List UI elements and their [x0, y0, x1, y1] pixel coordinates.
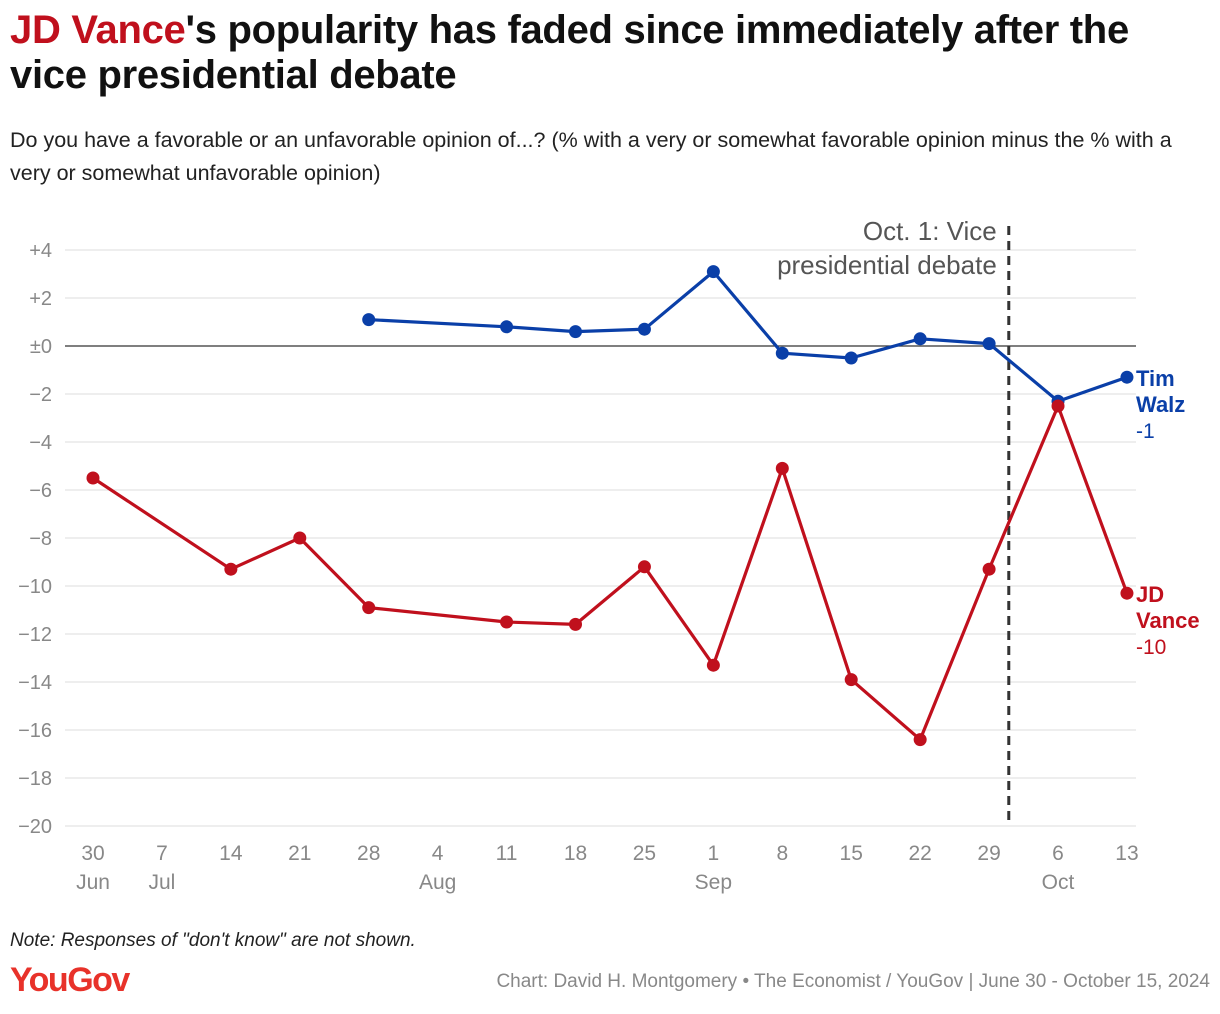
x-month-label: Aug	[419, 871, 456, 894]
y-tick-label: −16	[18, 720, 52, 742]
tim-walz-end-value-label: -1	[1136, 420, 1155, 443]
x-month-label: Sep	[695, 871, 732, 894]
x-tick-label: 21	[288, 842, 311, 865]
jd-vance-data-point	[637, 560, 651, 574]
x-month-label: Jun	[76, 871, 110, 894]
jd-vance-data-point	[982, 562, 996, 576]
y-tick-label: −6	[29, 480, 52, 502]
tim-walz-data-point	[982, 337, 996, 351]
jd-vance-data-point	[86, 471, 100, 485]
x-tick-label: 18	[564, 842, 587, 865]
jd-vance-series-label: JD	[1136, 582, 1164, 607]
jd-vance-end-value-label: -10	[1136, 636, 1166, 659]
yougov-logo: YouGov	[10, 961, 130, 999]
jd-vance-data-point	[1051, 399, 1065, 413]
footnote: Note: Responses of "don't know" are not …	[10, 930, 416, 951]
debate-annotation-label: Oct. 1: Vice	[863, 216, 997, 246]
x-tick-label: 7	[156, 842, 168, 865]
tim-walz-data-point	[775, 346, 789, 360]
y-tick-label: −8	[29, 528, 52, 550]
y-tick-label: −10	[18, 576, 52, 598]
y-tick-label: +2	[29, 288, 52, 310]
tim-walz-data-point	[637, 322, 651, 336]
chart-credit: Chart: David H. Montgomery • The Economi…	[496, 971, 1210, 992]
tim-walz-data-point	[569, 325, 583, 339]
x-tick-label: 1	[708, 842, 720, 865]
tim-walz-data-point	[706, 265, 720, 279]
jd-vance-data-point	[775, 461, 789, 475]
tim-walz-data-point	[362, 313, 376, 327]
x-tick-label: 15	[840, 842, 863, 865]
y-tick-label: −12	[18, 624, 52, 646]
tim-walz-series-label: Walz	[1136, 392, 1185, 417]
x-tick-label: 4	[432, 842, 444, 865]
y-tick-label: −20	[18, 816, 52, 838]
tim-walz-series-line	[367, 270, 1129, 403]
y-tick-label: −2	[29, 384, 52, 406]
x-tick-label: 8	[776, 842, 788, 865]
chart-subtitle: Do you have a favorable or an unfavorabl…	[10, 128, 1172, 185]
jd-vance-series-label: Vance	[1136, 608, 1200, 633]
jd-vance-data-point	[500, 615, 514, 629]
jd-vance-data-point	[569, 617, 583, 631]
jd-vance-data-point	[362, 601, 376, 615]
jd-vance-data-point	[844, 673, 858, 687]
title-highlight: JD Vance	[10, 8, 186, 52]
y-tick-label: −14	[18, 672, 52, 694]
tim-walz-data-point	[913, 332, 927, 346]
x-month-label: Oct	[1042, 871, 1075, 894]
debate-annotation-label: presidential debate	[777, 250, 997, 280]
tim-walz-data-point	[844, 351, 858, 365]
x-tick-label: 28	[357, 842, 380, 865]
x-tick-label: 11	[496, 842, 518, 865]
jd-vance-series-line	[91, 404, 1129, 742]
jd-vance-data-point	[293, 531, 307, 545]
y-tick-label: +4	[29, 240, 52, 262]
y-tick-label: −18	[18, 768, 52, 790]
chart-title: JD Vance's popularity has faded since im…	[10, 8, 1210, 98]
x-tick-label: 14	[219, 842, 243, 865]
title-rest: 's popularity has faded since immediatel…	[10, 8, 1129, 97]
x-tick-label: 6	[1052, 842, 1064, 865]
x-tick-label: 30	[81, 842, 104, 865]
x-tick-label: 22	[908, 842, 931, 865]
y-tick-label: ±0	[30, 336, 52, 358]
x-month-label: Jul	[149, 871, 176, 894]
x-tick-label: 25	[633, 842, 656, 865]
jd-vance-data-point	[706, 658, 720, 672]
jd-vance-data-point	[224, 562, 238, 576]
jd-vance-data-point	[1120, 586, 1134, 600]
tim-walz-data-point	[500, 320, 514, 334]
tim-walz-data-point	[1120, 370, 1134, 384]
y-tick-label: −4	[29, 432, 52, 454]
x-tick-label: 29	[977, 842, 1000, 865]
tim-walz-series-label: Tim	[1136, 366, 1175, 391]
x-tick-label: 13	[1115, 842, 1138, 865]
jd-vance-data-point	[913, 733, 927, 747]
